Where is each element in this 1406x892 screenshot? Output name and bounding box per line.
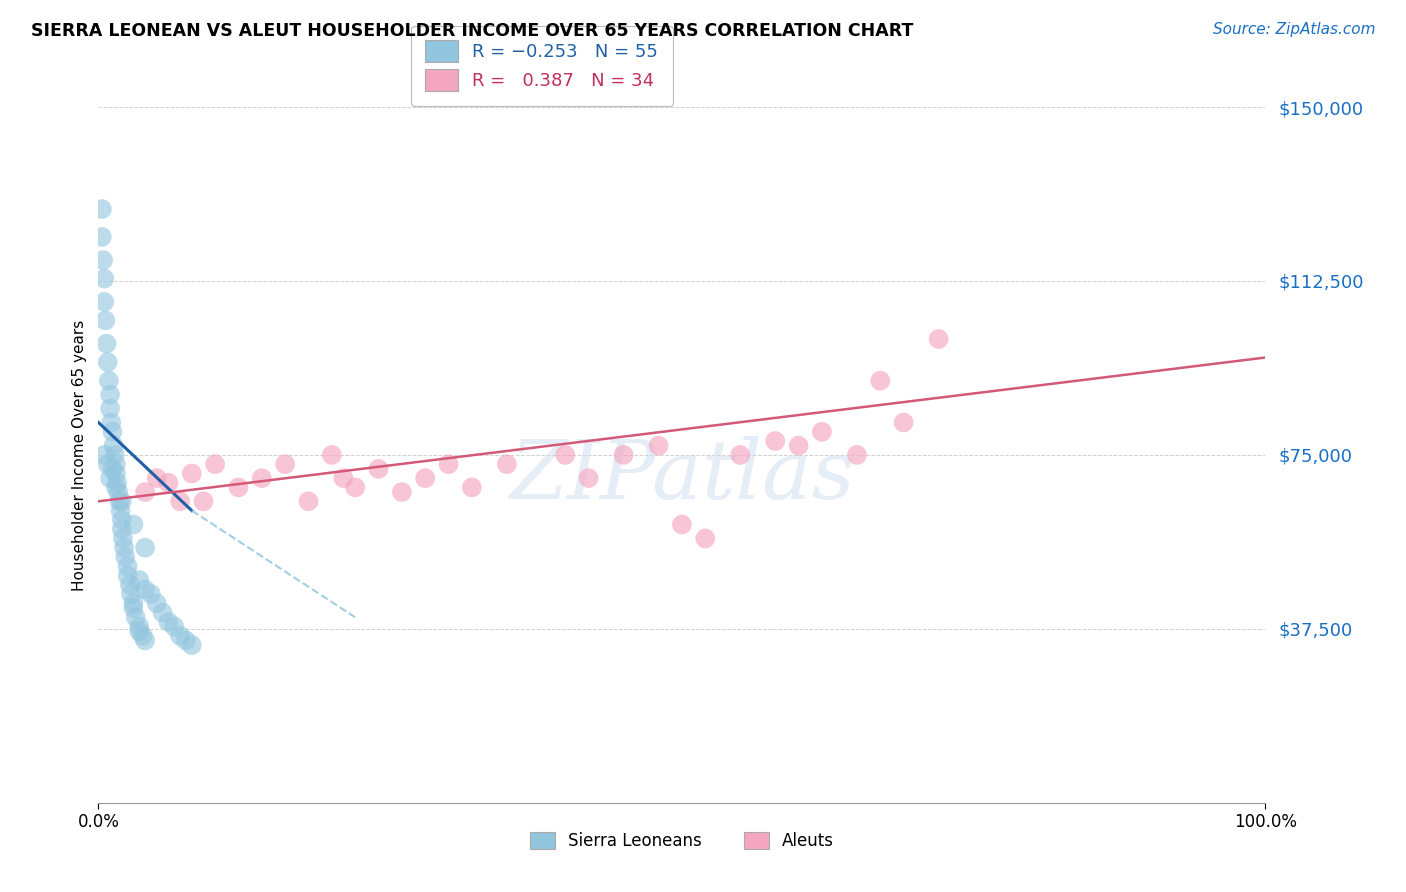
Point xyxy=(134,541,156,555)
Text: SIERRA LEONEAN VS ALEUT HOUSEHOLDER INCOME OVER 65 YEARS CORRELATION CHART: SIERRA LEONEAN VS ALEUT HOUSEHOLDER INCO… xyxy=(31,22,914,40)
Point xyxy=(104,457,127,471)
Y-axis label: Householder Income Over 65 years: Householder Income Over 65 years xyxy=(72,319,87,591)
Point xyxy=(125,610,148,624)
Point xyxy=(157,475,180,490)
Point xyxy=(98,387,121,401)
Point xyxy=(93,271,115,285)
Point xyxy=(893,416,915,430)
Point xyxy=(163,619,186,633)
Point xyxy=(169,629,191,643)
Point xyxy=(122,601,145,615)
Point xyxy=(104,480,127,494)
Point xyxy=(111,522,134,536)
Point xyxy=(128,624,150,639)
Point xyxy=(118,578,141,592)
Point xyxy=(104,467,127,481)
Point xyxy=(928,332,950,346)
Point xyxy=(111,494,134,508)
Point xyxy=(96,336,118,351)
Point xyxy=(332,471,354,485)
Point xyxy=(108,494,131,508)
Point xyxy=(105,475,128,490)
Point xyxy=(180,638,202,652)
Point xyxy=(91,253,114,268)
Point xyxy=(94,313,117,327)
Point xyxy=(97,457,120,471)
Point xyxy=(169,494,191,508)
Point xyxy=(612,448,634,462)
Point xyxy=(93,294,115,309)
Point xyxy=(134,582,156,597)
Point xyxy=(122,596,145,610)
Point xyxy=(344,480,367,494)
Point xyxy=(120,587,142,601)
Legend: Sierra Leoneans, Aleuts: Sierra Leoneans, Aleuts xyxy=(523,826,841,857)
Point xyxy=(367,462,389,476)
Point xyxy=(107,485,129,500)
Point xyxy=(122,517,145,532)
Point xyxy=(297,494,319,508)
Point xyxy=(647,439,669,453)
Point xyxy=(98,471,121,485)
Point xyxy=(112,541,135,555)
Text: Source: ZipAtlas.com: Source: ZipAtlas.com xyxy=(1212,22,1375,37)
Point xyxy=(128,573,150,587)
Point xyxy=(578,471,600,485)
Point xyxy=(763,434,786,448)
Point xyxy=(97,374,120,388)
Point xyxy=(496,457,519,471)
Point xyxy=(193,494,215,508)
Point xyxy=(321,448,343,462)
Point xyxy=(146,471,169,485)
Point xyxy=(111,513,134,527)
Point xyxy=(413,471,436,485)
Point xyxy=(274,457,297,471)
Point xyxy=(101,425,124,439)
Point xyxy=(98,401,121,416)
Point xyxy=(101,462,124,476)
Point xyxy=(787,439,810,453)
Point xyxy=(437,457,460,471)
Point xyxy=(117,559,139,574)
Point xyxy=(134,485,156,500)
Point xyxy=(104,448,127,462)
Point xyxy=(114,549,136,564)
Point xyxy=(671,517,693,532)
Text: ZIPatlas: ZIPatlas xyxy=(509,436,855,516)
Point xyxy=(132,629,155,643)
Point xyxy=(93,448,115,462)
Point xyxy=(100,416,122,430)
Point xyxy=(391,485,413,500)
Point xyxy=(846,448,869,462)
Point xyxy=(250,471,273,485)
Point xyxy=(228,480,250,494)
Point xyxy=(730,448,752,462)
Point xyxy=(461,480,484,494)
Point xyxy=(152,606,174,620)
Point xyxy=(139,587,162,601)
Point xyxy=(204,457,226,471)
Point xyxy=(146,596,169,610)
Point xyxy=(90,202,112,216)
Point xyxy=(869,374,891,388)
Point xyxy=(554,448,576,462)
Point xyxy=(97,355,120,369)
Point xyxy=(111,532,134,546)
Point xyxy=(134,633,156,648)
Point xyxy=(180,467,202,481)
Point xyxy=(90,230,112,244)
Point xyxy=(103,439,125,453)
Point xyxy=(695,532,717,546)
Point xyxy=(110,503,132,517)
Point xyxy=(157,615,180,629)
Point xyxy=(811,425,834,439)
Point xyxy=(128,619,150,633)
Point xyxy=(174,633,197,648)
Point xyxy=(117,568,139,582)
